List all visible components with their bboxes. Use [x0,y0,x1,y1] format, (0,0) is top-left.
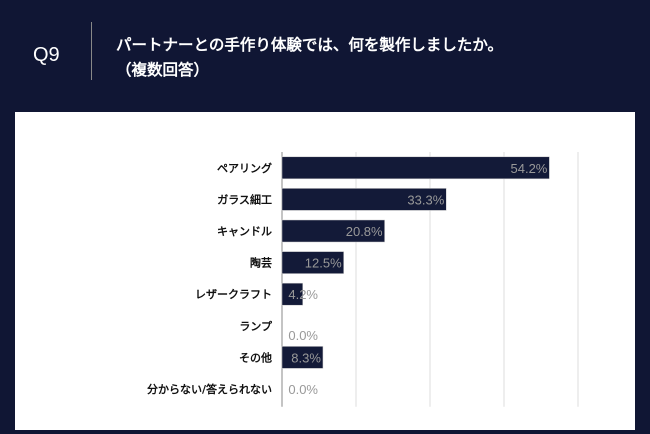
bar [281,188,447,211]
bar [281,282,303,306]
category-label: ペアリング [217,161,272,175]
value-label: 54.2% [511,161,548,176]
header-divider [91,22,92,80]
value-label: 20.8% [346,224,383,239]
question-number: Q9 [33,44,60,66]
value-label: 12.5% [305,256,342,271]
bar [281,346,324,369]
value-label: 33.3% [407,192,444,207]
category-label: レザークラフト [195,288,272,301]
category-label: その他 [239,350,272,364]
value-label: 8.3% [291,350,321,365]
bar [281,251,344,274]
value-label: 4.2% [288,287,318,302]
category-label: キャンドル [217,225,272,238]
bar [281,156,550,180]
category-label: ガラス細工 [217,192,272,206]
value-label: 0.0% [288,382,318,397]
question-title: パートナーとの手作り体験では、何を製作しましたか。 [116,36,504,54]
category-label: 分からない/答えられない [147,382,272,396]
category-label: ランプ [239,319,273,333]
bar [281,219,385,243]
value-label: 0.0% [288,328,318,343]
question-subtitle: （複数回答） [116,61,210,79]
category-label: 陶芸 [250,256,272,270]
